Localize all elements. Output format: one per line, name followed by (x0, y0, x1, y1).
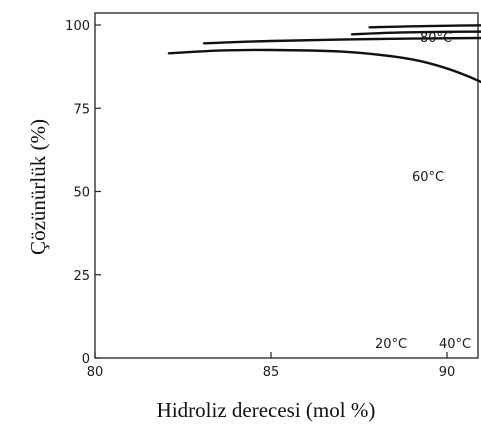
series-line-0 (368, 24, 481, 29)
y-tick-label: 25 (73, 269, 90, 284)
curve-label: 20°C (375, 337, 407, 352)
curve-label: 60°C (412, 170, 444, 185)
axis-ticks: 808590951000255075100 (65, 19, 456, 380)
y-tick-label: 100 (65, 19, 90, 34)
series-group (167, 24, 481, 84)
x-tick-label: 80 (87, 365, 104, 380)
series-line-2 (202, 36, 481, 45)
series-line-1 (350, 30, 481, 36)
y-tick-label: 0 (82, 352, 90, 367)
x-tick-label: 90 (439, 365, 456, 380)
x-axis-title: Hidroliz derecesi (mol %) (157, 398, 376, 422)
x-tick-label: 85 (263, 365, 280, 380)
plot-frame (94, 12, 479, 359)
y-tick-label: 75 (73, 102, 90, 117)
curve-labels: 80°C 60°C 40°C 20°C (375, 31, 471, 352)
series-line-3 (167, 48, 481, 84)
curve-label: 80°C (420, 31, 452, 46)
y-axis-title: Çözünürlük (%) (26, 119, 50, 255)
curve-label: 40°C (439, 337, 471, 352)
y-tick-label: 50 (73, 186, 90, 201)
